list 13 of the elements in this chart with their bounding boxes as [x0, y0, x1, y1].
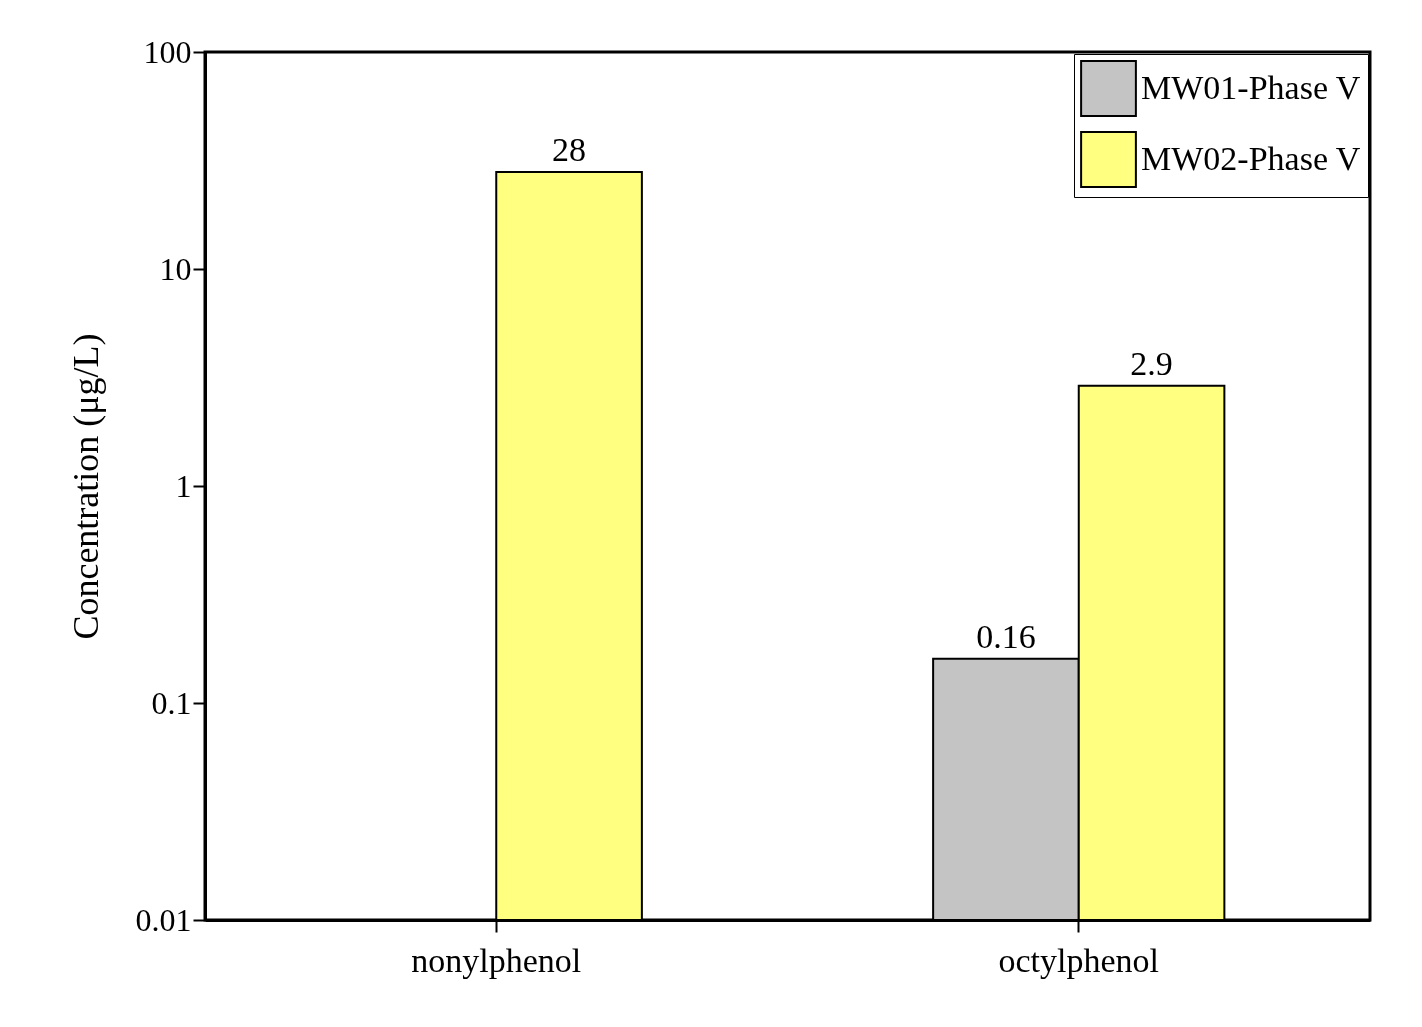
- y-tick-label: 1: [175, 467, 192, 504]
- data-label: 0.16: [976, 617, 1036, 655]
- data-label: 28: [552, 130, 587, 168]
- legend-label: MW01-Phase V: [1141, 68, 1361, 106]
- y-axis-title: Concentration (μg/L): [65, 333, 106, 640]
- legend-label: MW02-Phase V: [1141, 139, 1361, 177]
- y-tick-label: 0.01: [135, 901, 192, 938]
- data-label: 2.9: [1130, 344, 1173, 382]
- y-tick-label: 100: [143, 33, 192, 70]
- x-tick-label: octylphenol: [998, 941, 1160, 979]
- y-tick-label: 10: [159, 250, 192, 287]
- y-tick-label: 0.1: [151, 684, 192, 721]
- x-tick-label: nonylphenol: [411, 941, 582, 979]
